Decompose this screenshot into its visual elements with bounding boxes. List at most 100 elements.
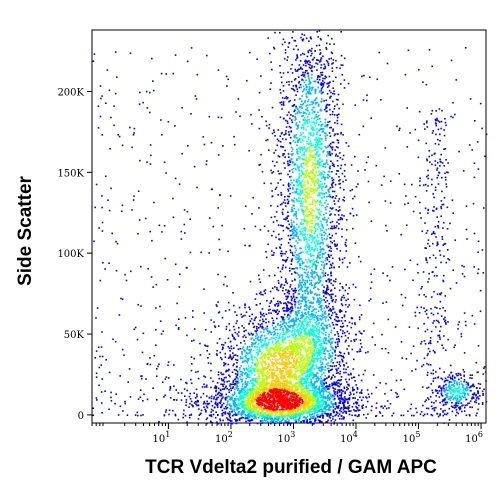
event-point (359, 392, 361, 394)
event-point (337, 389, 339, 391)
event-point (279, 332, 282, 335)
event-point (299, 384, 302, 387)
event-point (282, 318, 284, 321)
event-point (297, 331, 299, 334)
event-point (259, 336, 262, 339)
event-point (203, 400, 206, 403)
event-point (256, 394, 259, 396)
event-point (256, 388, 258, 391)
event-point (158, 420, 160, 423)
event-point (295, 316, 297, 319)
event-point (329, 343, 332, 346)
event-point (279, 357, 281, 360)
event-point (275, 369, 277, 372)
event-point (318, 297, 321, 299)
event-point (299, 375, 301, 378)
event-point (261, 391, 263, 394)
event-point (299, 335, 301, 337)
event-point (301, 316, 303, 319)
event-point (313, 332, 316, 335)
event-point (284, 420, 286, 423)
event-point (272, 327, 275, 330)
event-point (266, 418, 268, 421)
event-point (329, 126, 331, 129)
event-point (307, 381, 310, 384)
event-point (330, 346, 333, 349)
event-point (281, 370, 284, 372)
event-point (306, 420, 308, 423)
event-point (319, 392, 321, 395)
event-point (263, 403, 266, 405)
event-point (339, 391, 341, 393)
event-point (297, 405, 299, 407)
event-point (246, 381, 249, 383)
event-point (324, 353, 327, 355)
event-point (271, 341, 274, 344)
event-point (340, 299, 343, 302)
event-point (327, 385, 329, 388)
event-point (226, 412, 229, 415)
event-point (340, 400, 342, 403)
event-point (275, 396, 278, 398)
event-point (293, 201, 295, 203)
event-point (285, 407, 288, 409)
event-point (312, 404, 315, 407)
event-point (311, 404, 314, 407)
event-point (289, 390, 291, 392)
event-point (295, 345, 298, 348)
event-point (322, 275, 325, 278)
event-point (296, 266, 298, 269)
event-point (280, 389, 283, 391)
event-point (258, 383, 260, 386)
event-point (247, 353, 249, 355)
event-point (251, 392, 253, 394)
event-point (341, 316, 343, 319)
event-point (289, 380, 292, 382)
event-point (259, 302, 261, 305)
event-point (260, 353, 263, 355)
event-point (247, 417, 250, 420)
event-point (354, 410, 356, 412)
event-point (358, 330, 361, 333)
event-point (281, 353, 284, 355)
event-point (296, 402, 299, 405)
event-point (287, 407, 290, 409)
event-point (292, 361, 295, 363)
event-point (288, 357, 290, 360)
event-point (275, 354, 277, 357)
event-point (320, 327, 323, 330)
event-point (309, 381, 311, 384)
event-point (271, 404, 273, 406)
event-point (313, 349, 316, 351)
event-point (297, 344, 300, 346)
event-point (272, 409, 274, 411)
event-point (287, 382, 290, 384)
event-point (314, 400, 317, 403)
event-point (334, 397, 336, 400)
event-point (354, 323, 356, 326)
event-point (304, 392, 307, 394)
event-point (286, 282, 289, 285)
event-point (284, 347, 286, 350)
event-point (301, 180, 304, 183)
event-point (246, 384, 249, 387)
event-point (297, 166, 299, 168)
event-point (269, 308, 271, 311)
event-point (324, 410, 326, 413)
event-point (294, 377, 296, 379)
event-point (277, 348, 280, 350)
event-point (331, 395, 333, 398)
event-point (289, 330, 291, 332)
event-point (244, 386, 246, 388)
event-point (288, 407, 291, 410)
event-point (343, 406, 345, 408)
event-point (266, 400, 268, 403)
event-point (285, 354, 287, 357)
event-point (228, 323, 230, 325)
event-point (203, 383, 205, 386)
event-point (337, 333, 339, 335)
event-point (348, 398, 350, 400)
event-point (284, 52, 287, 54)
event-point (251, 344, 253, 346)
event-point (314, 419, 316, 421)
